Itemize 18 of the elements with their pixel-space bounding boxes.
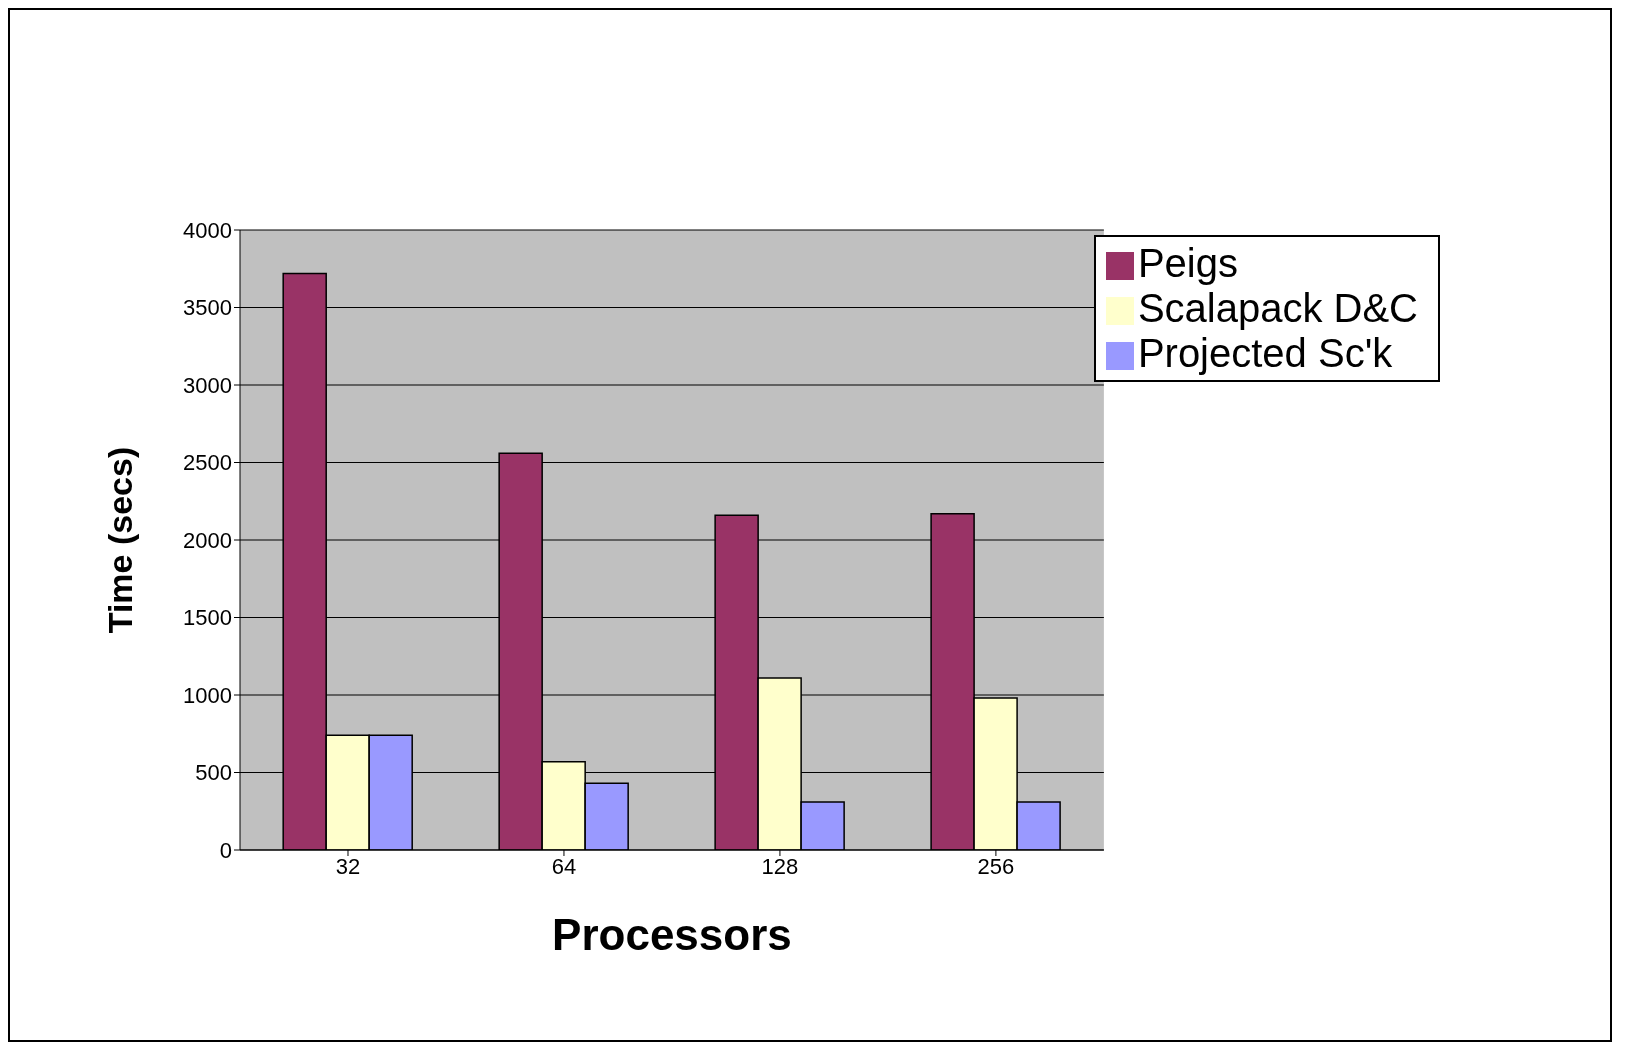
x-tick-label: 256	[977, 853, 1015, 879]
y-tick-label: 500	[195, 760, 232, 786]
x-tick-label: 64	[551, 853, 577, 879]
y-tick-label: 0	[219, 837, 232, 863]
y-axis-title: Time (secs)	[101, 446, 140, 634]
legend-label: Projected Sc'k	[1137, 331, 1393, 375]
y-tick-label: 2000	[183, 527, 232, 553]
y-tick-label: 1000	[183, 682, 232, 708]
y-tick-label: 4000	[183, 217, 232, 243]
y-tick-label: 1500	[183, 605, 232, 631]
x-tick-label: 128	[761, 853, 799, 879]
legend-label: Scalapack D&C	[1137, 286, 1418, 330]
y-tick-label: 2500	[183, 450, 232, 476]
x-axis-title: Processors	[552, 910, 792, 959]
y-tick-label: 3500	[183, 295, 232, 321]
legend-label: Peigs	[1137, 241, 1238, 285]
y-tick-label: 3000	[183, 372, 232, 398]
x-tick-label: 32	[335, 853, 361, 879]
